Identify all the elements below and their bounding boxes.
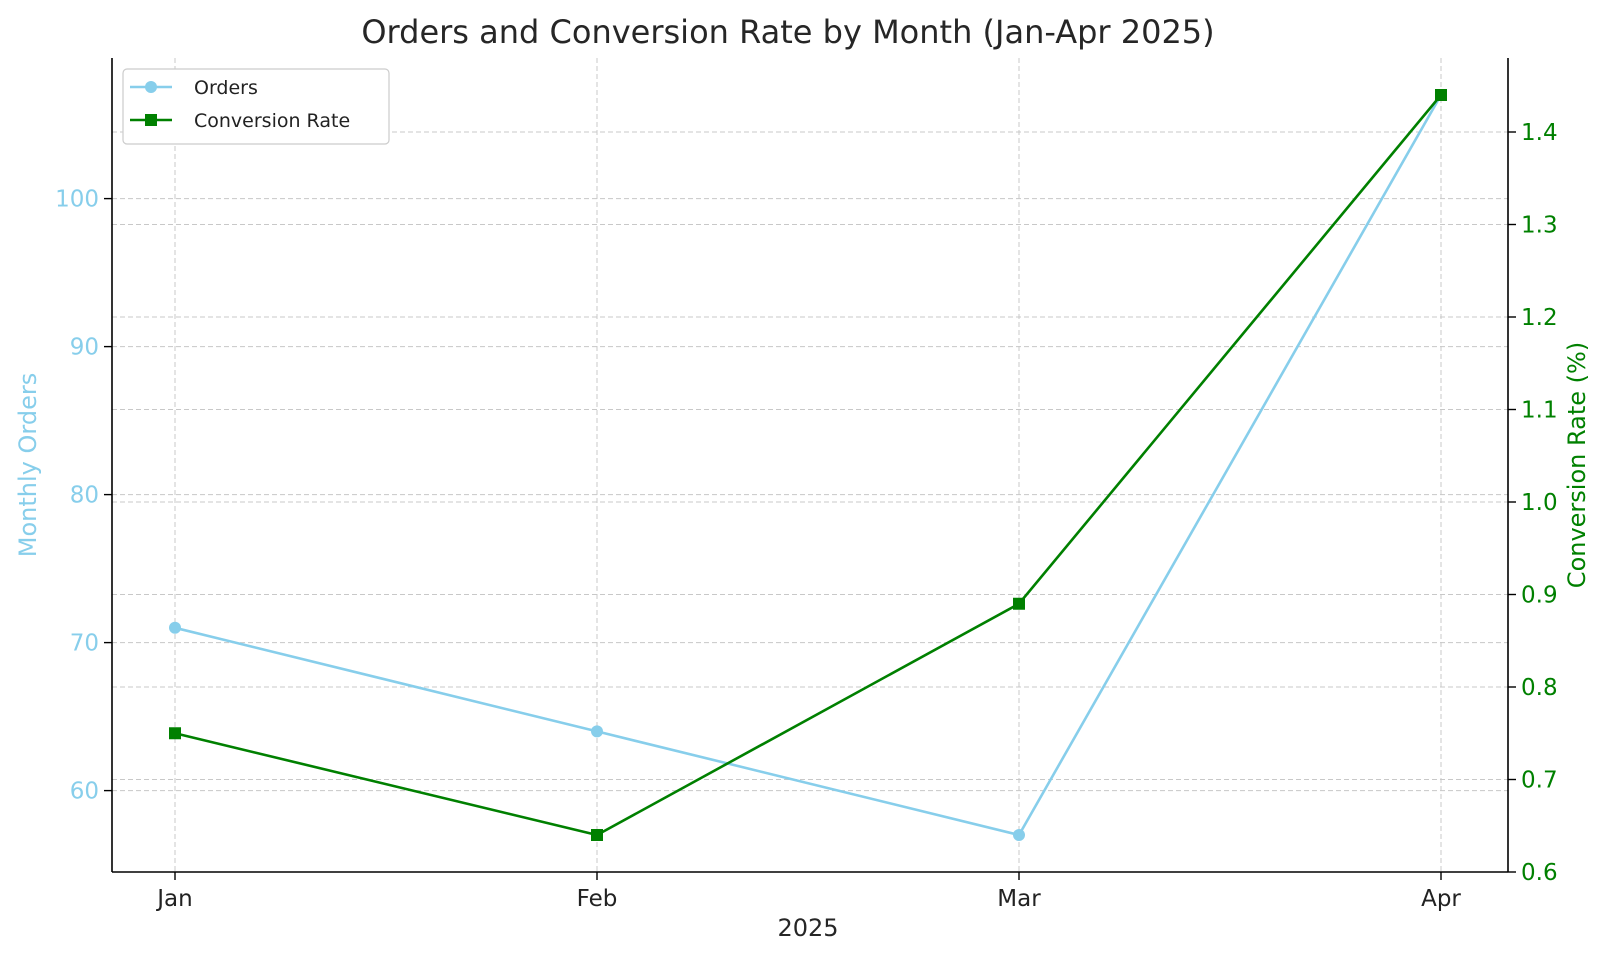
x-tick-label: Mar: [997, 886, 1041, 912]
right-tick-label: 0.6: [1521, 860, 1558, 886]
right-axis-ticks: 0.6 0.7 0.8 0.9 1.0 1.1 1.2 1.3 1.4: [1508, 120, 1558, 886]
grid: [112, 58, 1508, 873]
left-axis-ticks: 60 70 80 90 100: [55, 187, 112, 805]
conversion-rate-point: [591, 829, 603, 841]
legend-orders-marker: [145, 81, 157, 93]
orders-line: [174, 94, 1443, 837]
orders-point: [591, 725, 603, 738]
right-tick-label: 1.1: [1521, 398, 1558, 424]
x-axis-ticks: Jan Feb Mar Apr: [155, 872, 1461, 912]
left-tick-label: 60: [70, 779, 99, 805]
left-axis-title: Monthly Orders: [14, 373, 42, 557]
legend-conversion-rate-label: Conversion Rate: [194, 110, 350, 132]
legend: Orders Conversion Rate: [122, 68, 390, 145]
x-tick-label: Jan: [155, 886, 192, 912]
right-tick-label: 1.4: [1521, 120, 1558, 146]
legend-conversion-rate-marker: [145, 114, 157, 126]
x-tick-label: Feb: [577, 886, 618, 912]
left-tick-label: 100: [55, 187, 99, 213]
orders-point: [1013, 829, 1025, 841]
right-axis-title: Conversion Rate (%): [1563, 342, 1591, 588]
legend-box: [122, 68, 390, 145]
legend-orders-label: Orders: [194, 77, 258, 99]
right-tick-label: 1.2: [1521, 305, 1558, 331]
x-axis-title: 2025: [777, 914, 838, 942]
conversion-rate-line: [174, 94, 1443, 837]
left-tick-label: 70: [70, 631, 99, 657]
right-tick-label: 0.8: [1521, 675, 1558, 701]
right-tick-label: 1.0: [1521, 490, 1558, 516]
orders-point: [169, 621, 181, 634]
right-tick-label: 0.7: [1521, 768, 1558, 794]
left-tick-label: 80: [70, 483, 99, 509]
legend-items: Orders Conversion Rate: [130, 77, 350, 132]
chart-title: Orders and Conversion Rate by Month (Jan…: [361, 13, 1214, 51]
series-layer: [169, 89, 1447, 841]
conversion-rate-point: [1013, 597, 1025, 610]
right-tick-label: 0.9: [1521, 583, 1558, 609]
right-tick-label: 1.3: [1521, 213, 1558, 239]
conversion-rate-point: [1435, 89, 1447, 101]
x-tick-label: Apr: [1421, 886, 1461, 912]
left-tick-label: 90: [70, 335, 99, 361]
conversion-rate-point: [169, 727, 181, 740]
